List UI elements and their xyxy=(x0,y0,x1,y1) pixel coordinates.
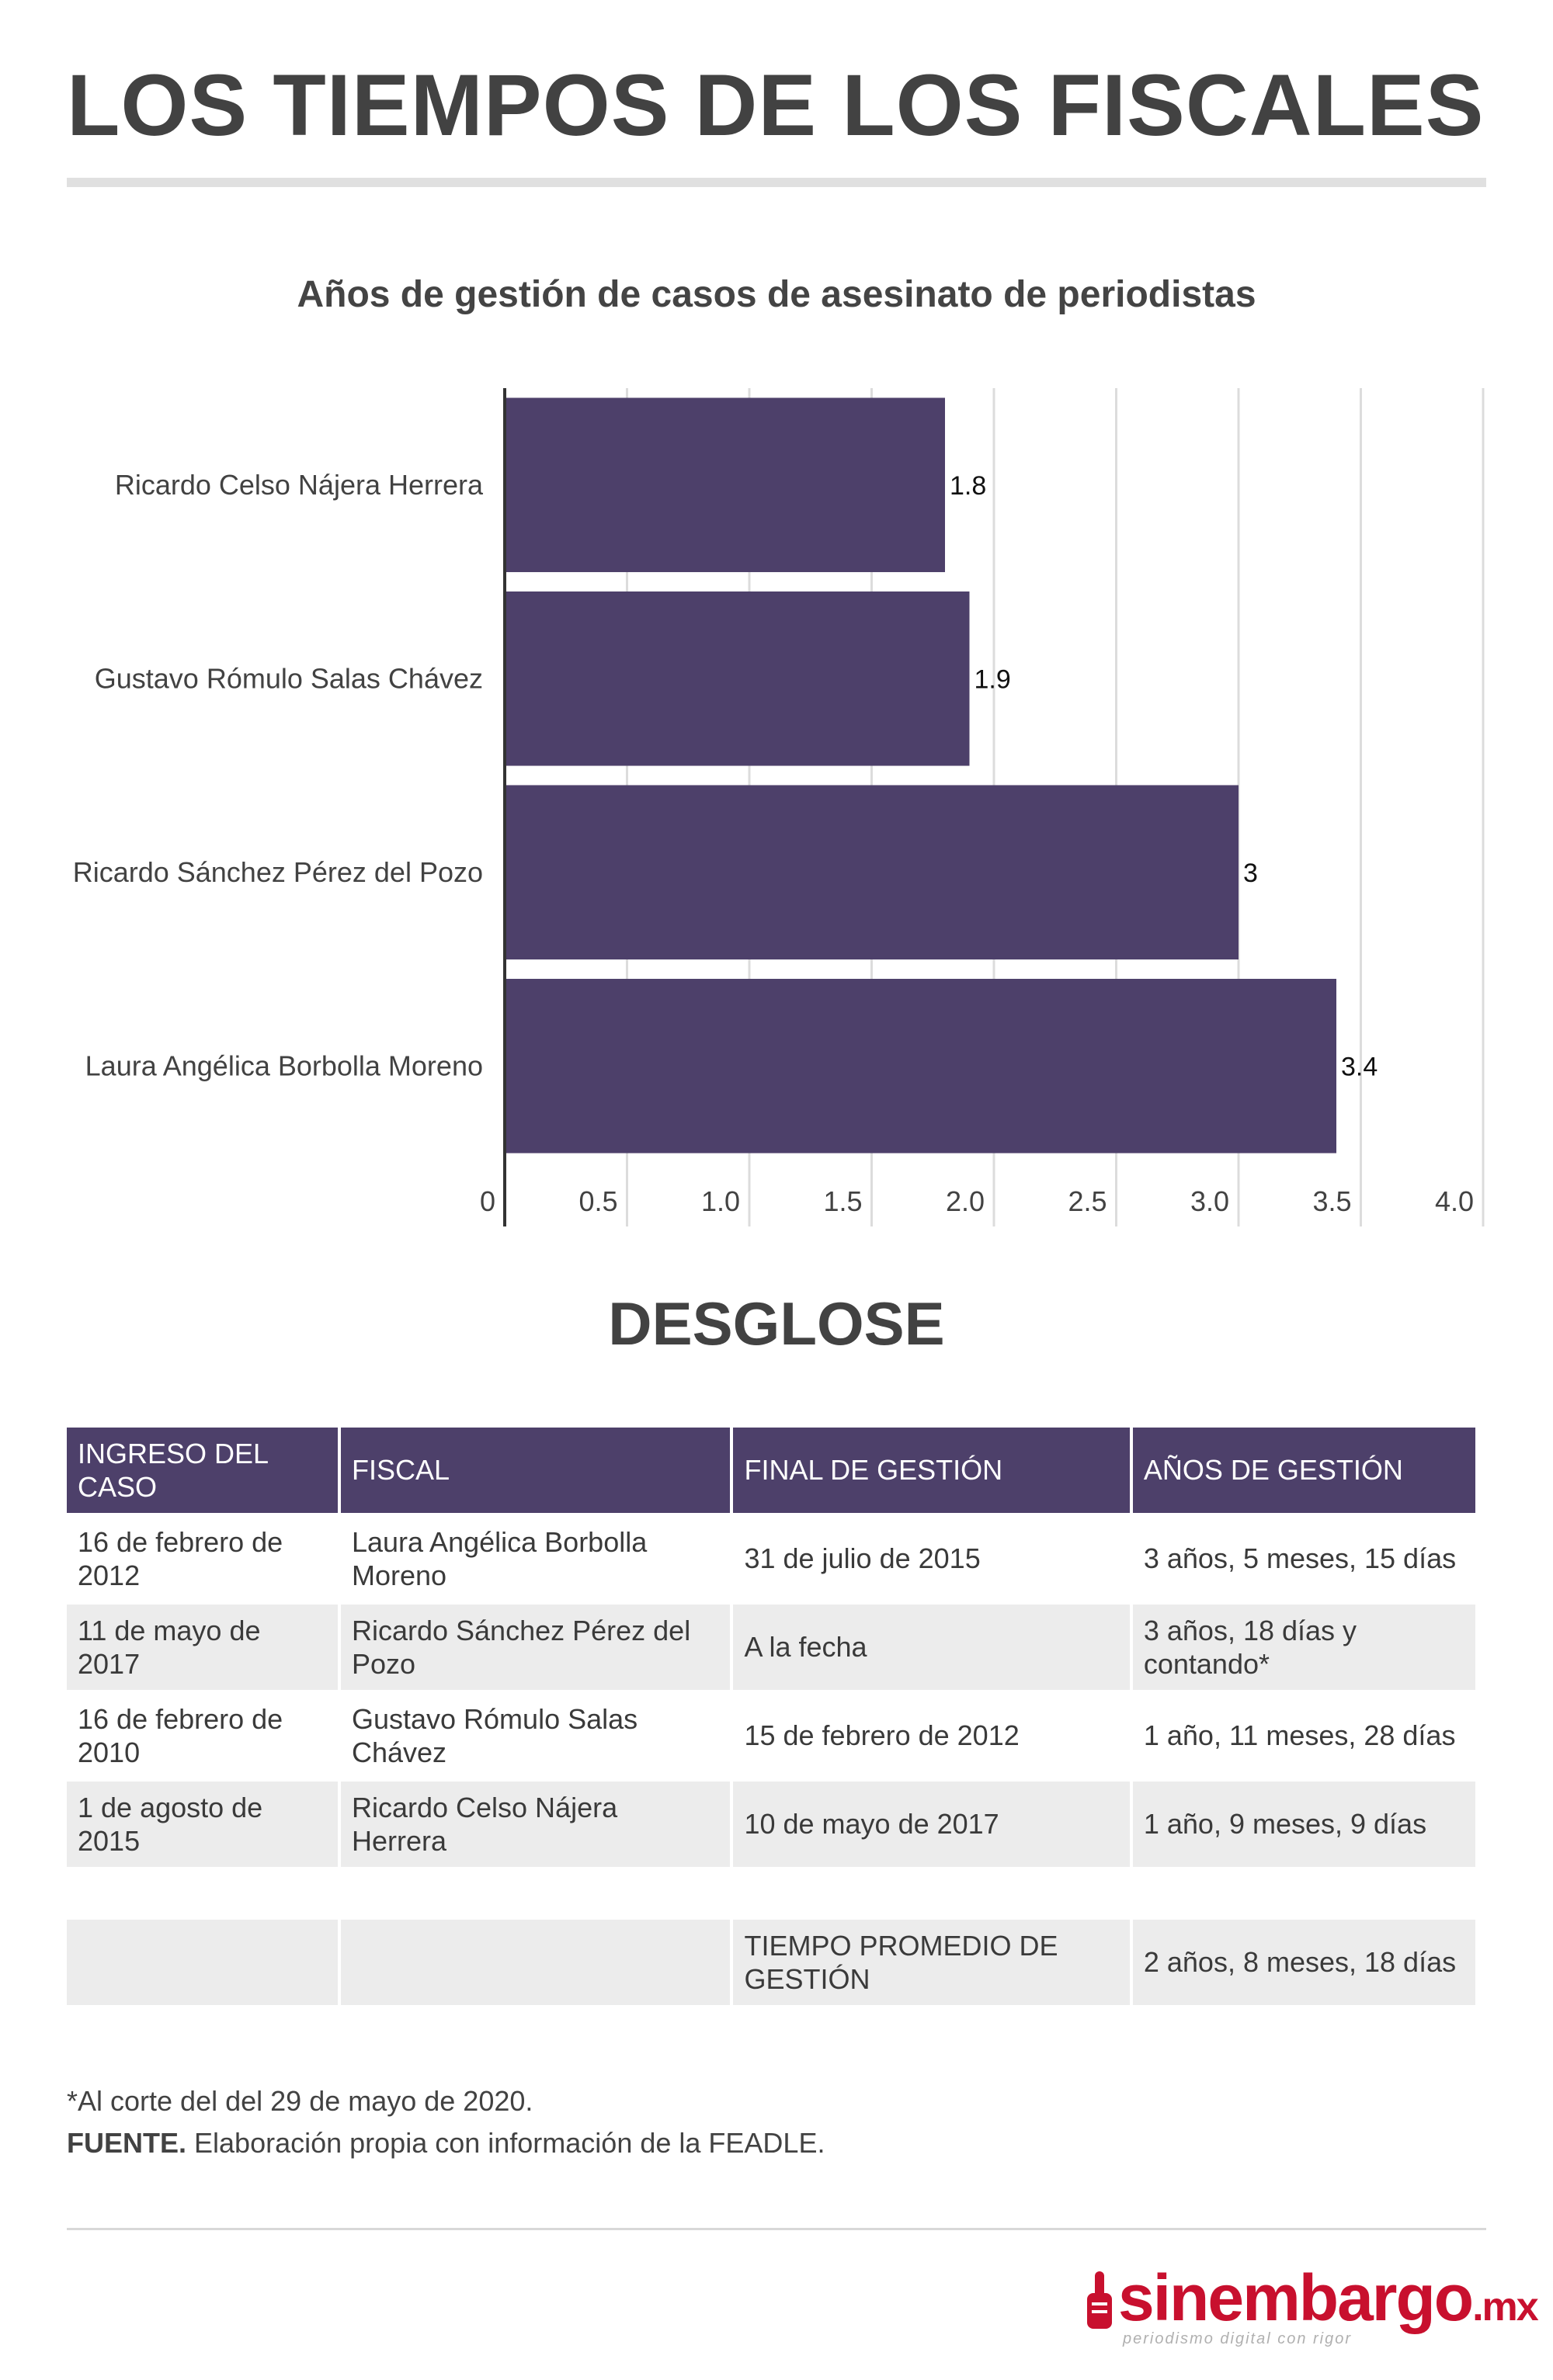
source-text: Elaboración propia con información de la… xyxy=(186,2127,825,2159)
cell-fiscal: Ricardo Sánchez Pérez del Pozo xyxy=(340,1605,731,1690)
tick-label: 2.5 xyxy=(1068,1185,1107,1217)
table-header-row: INGRESO DEL CASO FISCAL FINAL DE GESTIÓN… xyxy=(67,1428,1475,1513)
tick-label: 2.0 xyxy=(946,1185,985,1217)
data-label: 3 xyxy=(1243,859,1258,888)
summary-value: 2 años, 8 meses, 18 días xyxy=(1132,1920,1475,2005)
cell-anos: 3 años, 5 meses, 15 días xyxy=(1132,1516,1475,1601)
breakdown-table: INGRESO DEL CASO FISCAL FINAL DE GESTIÓN… xyxy=(64,1424,1478,2008)
page-title: LOS TIEMPOS DE LOS FISCALES xyxy=(67,57,1485,154)
tick-label: 3.0 xyxy=(1190,1185,1229,1217)
cell-ingreso: 1 de agosto de 2015 xyxy=(67,1782,338,1867)
cell-anos: 1 año, 11 meses, 28 días xyxy=(1132,1693,1475,1778)
summary-label: TIEMPO PROMEDIO DE GESTIÓN xyxy=(733,1920,1130,2005)
cell-ingreso: 16 de febrero de 2012 xyxy=(67,1516,338,1601)
summary-empty-cell xyxy=(340,1920,731,2005)
column-header-anos: AÑOS DE GESTIÓN xyxy=(1132,1428,1475,1513)
tick-label: 1.5 xyxy=(823,1185,862,1217)
data-label: 3.4 xyxy=(1341,1052,1378,1081)
title-divider xyxy=(67,178,1486,187)
bar xyxy=(505,978,1336,1154)
category-label: Ricardo Celso Nájera Herrera xyxy=(115,469,484,501)
column-header-ingreso: INGRESO DEL CASO xyxy=(67,1428,338,1513)
bar xyxy=(505,397,945,573)
footer-divider xyxy=(67,2228,1486,2230)
logo-word: sinembargo xyxy=(1118,2261,1474,2334)
data-label: 1.8 xyxy=(950,471,986,501)
tick-label: 4.0 xyxy=(1435,1185,1474,1217)
source-label: FUENTE. xyxy=(67,2127,187,2159)
cell-final: 31 de julio de 2015 xyxy=(733,1516,1130,1601)
cell-ingreso: 16 de febrero de 2010 xyxy=(67,1693,338,1778)
cell-ingreso: 11 de mayo de 2017 xyxy=(67,1605,338,1690)
summary-row: TIEMPO PROMEDIO DE GESTIÓN 2 años, 8 mes… xyxy=(67,1920,1475,2005)
bar xyxy=(505,591,970,766)
logo-tagline: periodismo digital con rigor xyxy=(1123,2330,1353,2347)
tick-label: 0 xyxy=(480,1185,495,1217)
bar-chart: Ricardo Celso Nájera Herrera 1.8 Gustavo R… xyxy=(73,388,1485,1226)
category-label: Ricardo Sánchez Pérez del Pozo xyxy=(73,856,483,888)
tick-label: 1.0 xyxy=(701,1185,740,1217)
cell-fiscal: Ricardo Celso Nájera Herrera xyxy=(340,1782,731,1867)
table-row: 1 de agosto de 2015 Ricardo Celso Nájera… xyxy=(67,1782,1475,1867)
summary-empty-cell xyxy=(67,1920,338,2005)
footnote: *Al corte del del 29 de mayo de 2020. xyxy=(67,2085,533,2117)
logo-tld: .mx xyxy=(1472,2285,1539,2330)
column-header-final: FINAL DE GESTIÓN xyxy=(733,1428,1130,1513)
category-label: Gustavo Rómulo Salas Chávez xyxy=(95,662,483,694)
cell-final: 10 de mayo de 2017 xyxy=(733,1782,1130,1867)
bar xyxy=(505,785,1239,960)
category-label: Laura Angélica Borbolla Moreno xyxy=(85,1049,483,1081)
cell-final: 15 de febrero de 2012 xyxy=(733,1693,1130,1778)
cell-anos: 3 años, 18 días y contando* xyxy=(1132,1605,1475,1690)
tick-label: 3.5 xyxy=(1312,1185,1351,1217)
cell-final: A la fecha xyxy=(733,1605,1130,1690)
cell-fiscal: Laura Angélica Borbolla Moreno xyxy=(340,1516,731,1601)
tick-label: 0.5 xyxy=(578,1185,617,1217)
cell-anos: 1 año, 9 meses, 9 días xyxy=(1132,1782,1475,1867)
logo-wordmark: sinembargo.mx xyxy=(1118,2265,1539,2330)
table-row: 16 de febrero de 2012 Laura Angélica Bor… xyxy=(67,1516,1475,1601)
table-row: 16 de febrero de 2010 Gustavo Rómulo Sal… xyxy=(67,1693,1475,1778)
column-header-fiscal: FISCAL xyxy=(340,1428,731,1513)
pointing-hand-icon xyxy=(1087,2271,1112,2329)
data-label: 1.9 xyxy=(975,664,1011,694)
breakdown-title: DESGLOSE xyxy=(608,1289,945,1358)
table-spacer xyxy=(67,1870,1475,1917)
sinembargo-logo: sinembargo.mx periodismo digital con rig… xyxy=(1079,2265,1539,2347)
table-row: 11 de mayo de 2017 Ricardo Sánchez Pérez… xyxy=(67,1605,1475,1690)
cell-fiscal: Gustavo Rómulo Salas Chávez xyxy=(340,1693,731,1778)
source-note: FUENTE. Elaboración propia con informaci… xyxy=(67,2127,825,2160)
chart-title: Años de gestión de casos de asesinato de… xyxy=(297,274,1256,315)
